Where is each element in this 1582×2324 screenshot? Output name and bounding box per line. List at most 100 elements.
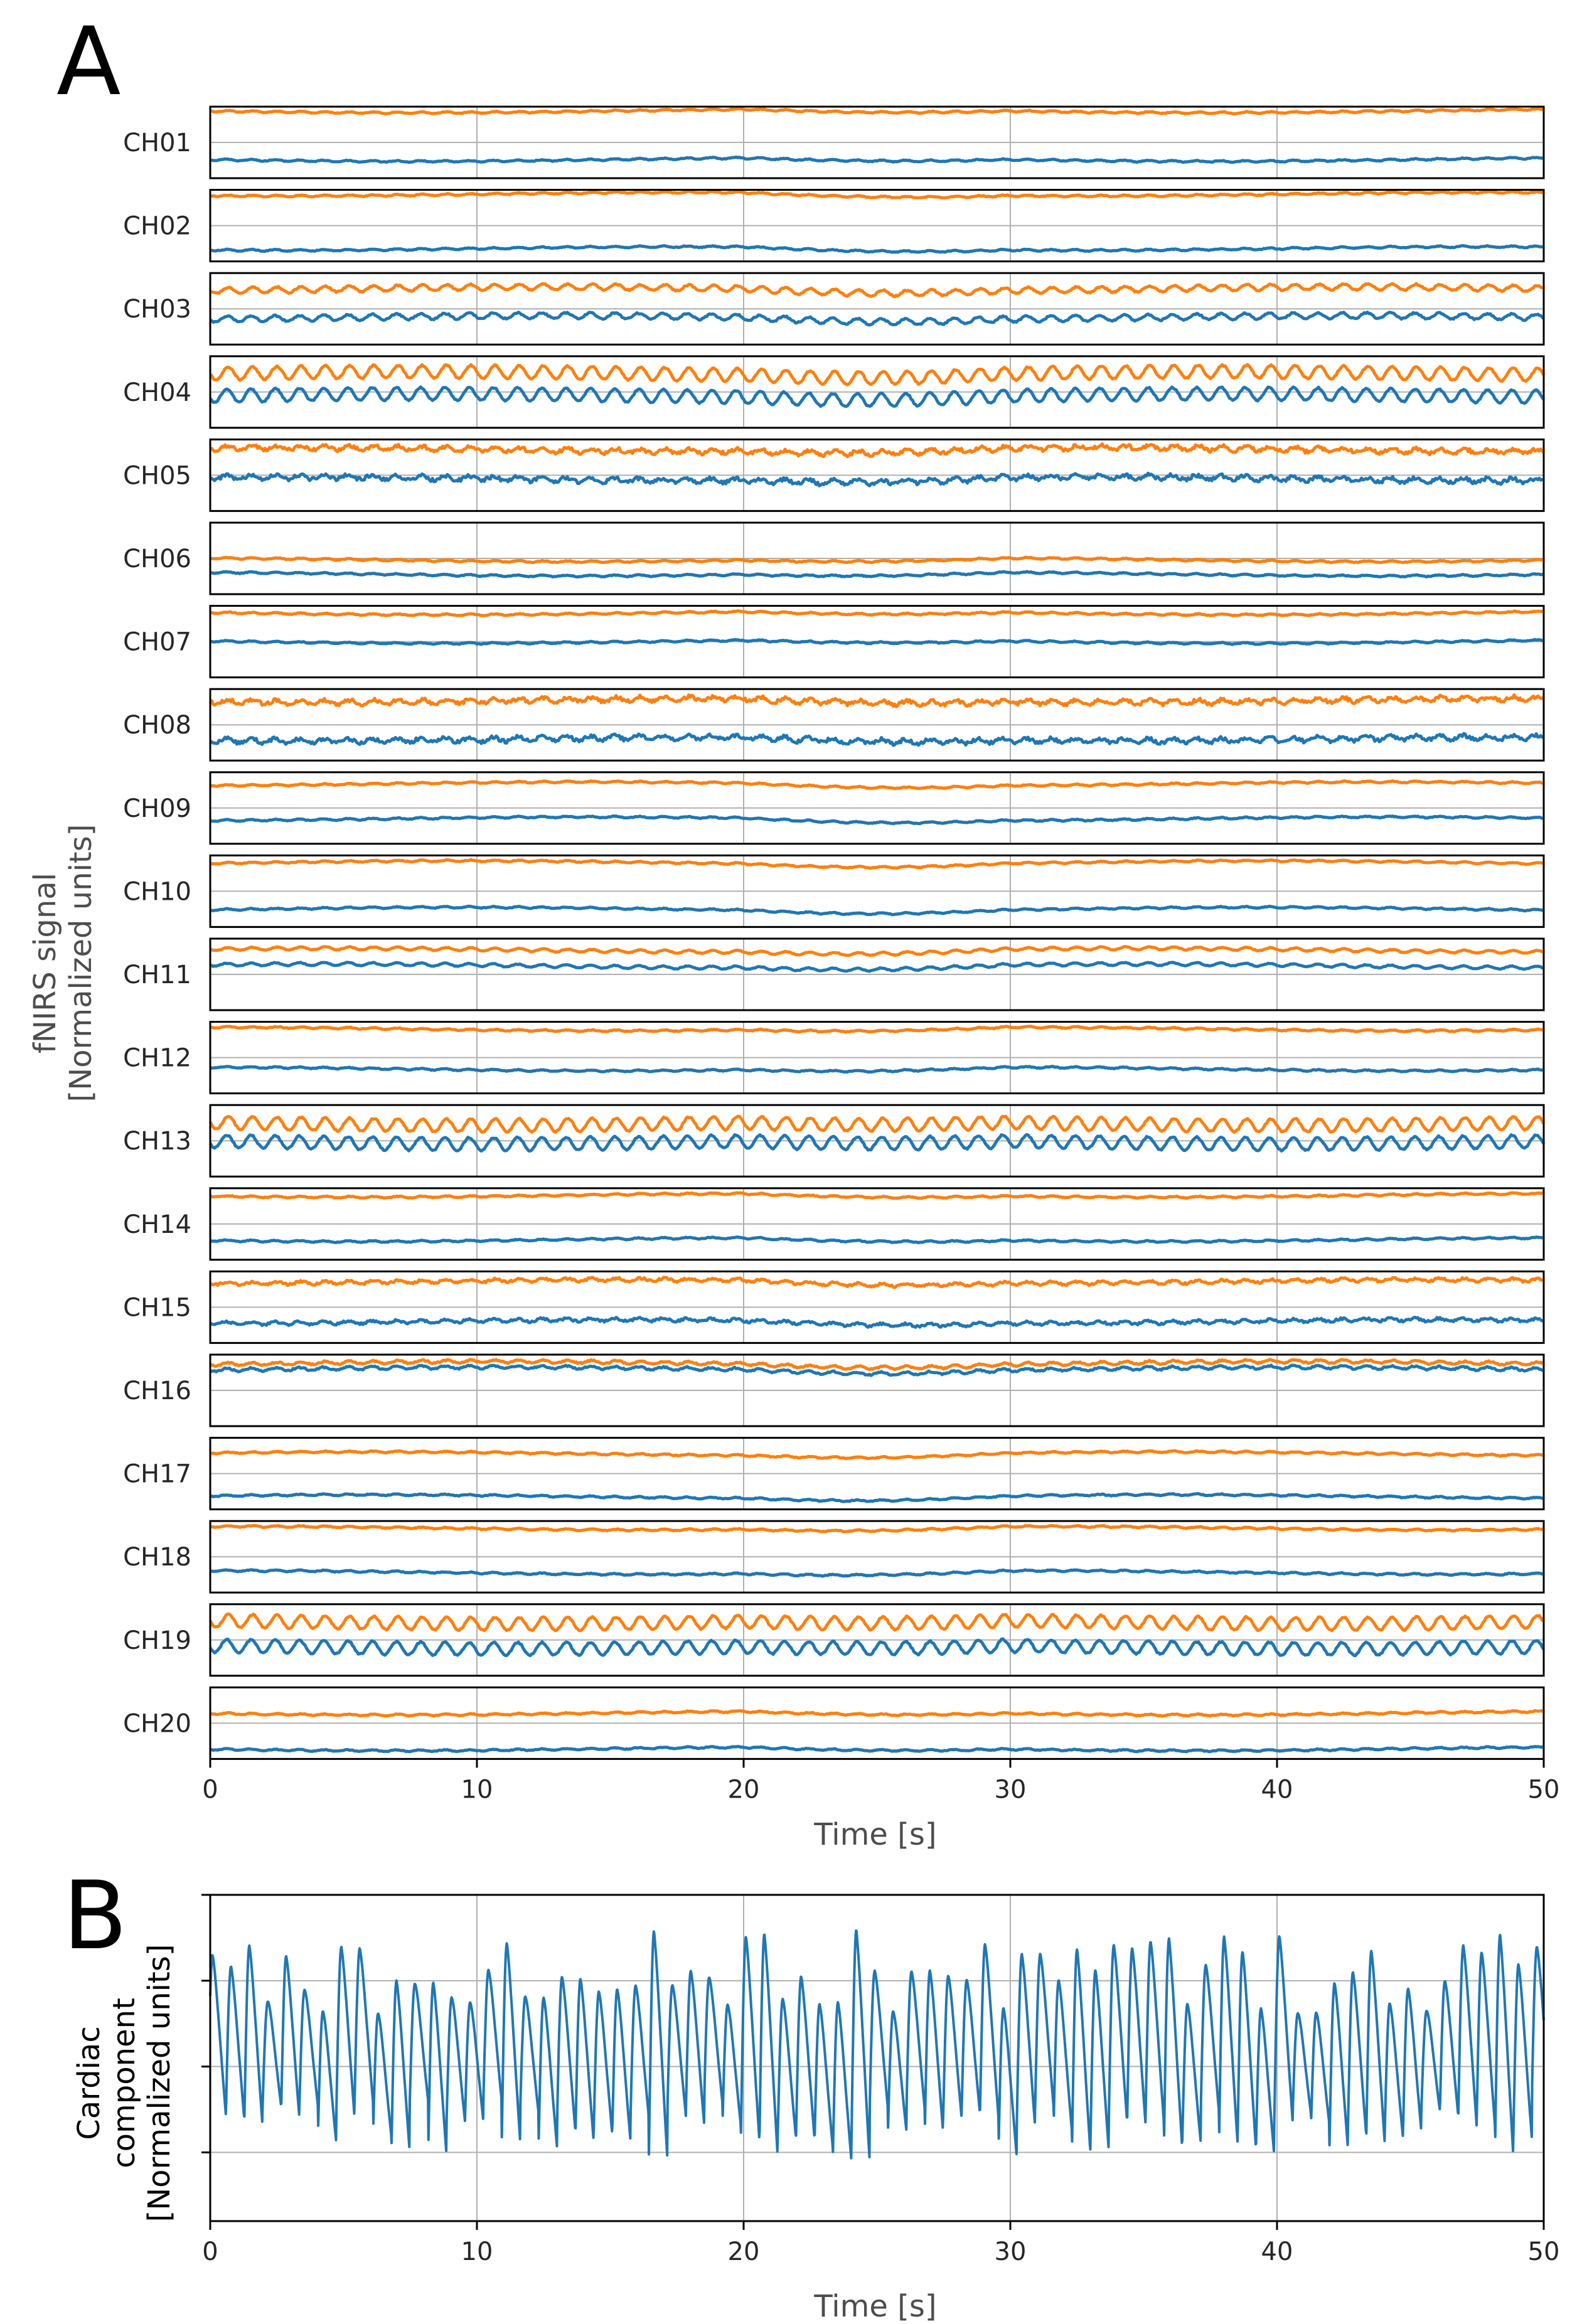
trace-ch02-blue — [210, 244, 1544, 254]
trace-ch15-orange — [210, 1276, 1545, 1289]
channel-frame — [209, 1686, 1545, 1760]
x-tick-label-a: 50 — [1528, 1775, 1560, 1804]
trace-ch10-blue — [210, 904, 1544, 917]
channel-label: CH14 — [123, 1210, 191, 1239]
trace-ch03-orange — [209, 282, 1544, 299]
panel-a: A CH01CH02CH03CH04CH05CH06CH07CH08CH09CH… — [28, 8, 1559, 1852]
channel-label: CH15 — [123, 1293, 191, 1322]
trace-ch06-orange — [210, 555, 1544, 565]
trace-ch13-orange — [208, 1114, 1546, 1134]
channel-label: CH18 — [123, 1543, 191, 1572]
trace-ch09-orange — [209, 779, 1544, 791]
channel-label: CH05 — [123, 461, 191, 490]
x-tick-label-b: 40 — [1261, 2237, 1293, 2266]
channel-frame — [209, 105, 1545, 179]
channel-frame — [209, 854, 1545, 928]
channel-ch19: CH19 — [123, 1603, 1546, 1677]
channel-ch17: CH17 — [123, 1437, 1545, 1511]
channel-ch14: CH14 — [123, 1187, 1545, 1261]
x-tick-label-b: 10 — [461, 2237, 493, 2266]
channel-frame — [209, 1520, 1545, 1594]
x-axis-b: 0 10 20 30 40 50 — [202, 2221, 1559, 2266]
trace-ch14-orange — [209, 1191, 1544, 1200]
channel-ch13: CH13 — [123, 1104, 1546, 1178]
trace-ch01-blue — [210, 155, 1544, 164]
channel-label: CH11 — [123, 961, 191, 989]
trace-ch11-blue — [210, 961, 1544, 973]
channel-label: CH07 — [123, 628, 191, 657]
trace-ch15-blue — [209, 1315, 1544, 1329]
channel-ch20: CH20 — [123, 1686, 1545, 1760]
trace-ch06-blue — [210, 570, 1545, 579]
channel-label: CH17 — [123, 1460, 191, 1489]
trace-ch07-orange — [210, 609, 1544, 617]
trace-ch12-blue — [210, 1065, 1544, 1074]
y-axis-title-a-line1: fNIRS signal — [28, 873, 63, 1053]
trace-ch10-orange — [210, 858, 1545, 870]
channel-frame — [209, 688, 1545, 762]
channel-label: CH02 — [123, 212, 191, 241]
channel-label: CH13 — [123, 1127, 191, 1156]
channel-label: CH20 — [123, 1709, 191, 1738]
channel-frame — [209, 272, 1545, 346]
channel-ch06: CH06 — [123, 521, 1545, 595]
trace-ch01-orange — [210, 107, 1544, 115]
channel-label: CH01 — [123, 129, 191, 157]
trace-ch09-blue — [210, 814, 1544, 826]
channel-ch09: CH09 — [123, 771, 1545, 845]
x-axis-title-b: Time [s] — [813, 2289, 936, 2324]
x-tick-label-b: 50 — [1528, 2237, 1560, 2266]
x-axis-a: 0 10 20 30 40 50 — [202, 1759, 1559, 1804]
channel-frame — [209, 771, 1545, 845]
trace-ch18-blue — [210, 1568, 1544, 1578]
channel-plots: CH01 CH02 CH03 CH04 CH05 CH06 CH07 CH08 CH09 CH10… — [123, 105, 1546, 1760]
trace-ch12-orange — [210, 1025, 1544, 1034]
channel-ch10: CH10 — [123, 854, 1545, 928]
channel-ch01: CH01 — [123, 105, 1545, 179]
trace-ch19-blue — [208, 1637, 1546, 1658]
channel-ch15: CH15 — [123, 1270, 1545, 1344]
trace-ch04-orange — [209, 363, 1546, 386]
channel-label: CH04 — [123, 378, 191, 407]
trace-ch05-orange — [210, 442, 1545, 459]
channel-frame — [209, 1603, 1545, 1677]
x-tick-label-a: 40 — [1261, 1775, 1293, 1804]
trace-ch20-orange — [210, 1709, 1544, 1718]
channel-frame — [209, 521, 1545, 595]
channel-label: CH08 — [123, 711, 191, 740]
channel-frame — [209, 1353, 1545, 1427]
y-axis-title-b-line2: component — [107, 1998, 142, 2168]
trace-ch05-blue — [209, 471, 1544, 488]
channel-label: CH10 — [123, 877, 191, 906]
channel-ch02: CH02 — [123, 189, 1545, 263]
trace-ch16-orange — [209, 1358, 1544, 1372]
channel-frame — [209, 1021, 1545, 1095]
trace-ch14-blue — [210, 1235, 1544, 1245]
channel-frame — [209, 1270, 1545, 1344]
x-tick-label-b: 30 — [995, 2237, 1027, 2266]
cardiac-plot — [201, 1894, 1545, 2222]
x-tick-label-a: 30 — [995, 1775, 1027, 1804]
channel-frame — [209, 1187, 1545, 1261]
cardiac-frame — [209, 1894, 1545, 2222]
x-tick-label-a: 10 — [461, 1775, 493, 1804]
trace-ch08-orange — [208, 693, 1545, 708]
channel-ch04: CH04 — [123, 355, 1546, 429]
panel-letter-a: A — [56, 8, 121, 117]
channel-label: CH09 — [123, 794, 191, 823]
channel-label: CH16 — [123, 1377, 191, 1405]
x-tick-label-b: 0 — [202, 2237, 218, 2266]
channel-frame — [209, 937, 1545, 1011]
trace-ch18-orange — [210, 1523, 1544, 1533]
channel-ch16: CH16 — [123, 1353, 1545, 1427]
channel-ch11: CH11 — [123, 937, 1545, 1011]
x-tick-label-a: 20 — [728, 1775, 760, 1804]
x-axis-title-a: Time [s] — [813, 1817, 936, 1852]
trace-ch13-blue — [208, 1133, 1546, 1153]
channel-frame — [209, 355, 1545, 429]
channel-ch12: CH12 — [123, 1021, 1545, 1095]
trace-ch07-blue — [210, 637, 1544, 646]
channel-label: CH03 — [123, 295, 191, 324]
trace-ch20-blue — [210, 1745, 1544, 1754]
channel-ch08: CH08 — [123, 688, 1545, 762]
